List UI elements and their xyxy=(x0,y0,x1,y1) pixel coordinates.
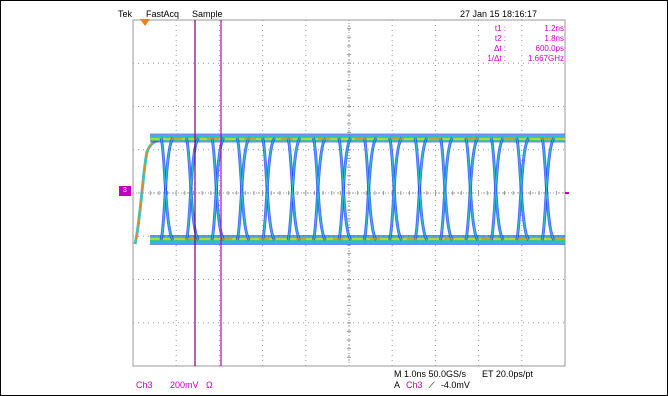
eye-diagram-trace xyxy=(133,133,569,245)
cursor-t2-value: 1.8ns xyxy=(544,34,564,43)
transition-rise-core xyxy=(516,137,530,241)
transition-rise-core xyxy=(160,137,174,241)
cursor-t1-value: 1.2ns xyxy=(544,24,564,33)
trigger-source: Ch3 xyxy=(406,380,423,390)
transition-rise-core xyxy=(185,137,199,241)
transition-rise-core xyxy=(465,137,479,241)
transition-rise-core xyxy=(439,137,453,241)
cursor-row-t2: t2 : 1.8ns xyxy=(472,34,564,44)
transition-rise-core xyxy=(389,137,403,241)
cursor-row-freq: 1/Δt : 1.667GHz xyxy=(472,54,564,64)
channel-scale[interactable]: 200mV xyxy=(170,380,199,390)
transition-rise-core xyxy=(490,137,504,241)
time-cursors[interactable] xyxy=(194,20,222,366)
trigger-readout[interactable]: A Ch3 ⟋ -4.0mV xyxy=(394,380,470,391)
trigger-position-marker[interactable] xyxy=(140,19,150,26)
transition-rise-core xyxy=(363,137,377,241)
cursor-readout: t1 : 1.2ns t2 : 1.8ns Δt : 600.0ps 1/Δt … xyxy=(472,24,564,64)
cursor-delta-value: 600.0ps xyxy=(535,44,564,53)
cursor-t2-label: t2 : xyxy=(494,34,506,43)
cursor-freq-label: 1/Δt : xyxy=(487,54,506,63)
brand-label: Tek xyxy=(118,9,133,19)
cursor-row-t1: t1 : 1.2ns xyxy=(472,24,564,34)
rising-edge-trace xyxy=(133,138,160,245)
trigger-slope-icon: ⟋ xyxy=(428,380,435,390)
ch3-ground-marker[interactable]: 3 xyxy=(119,186,131,196)
sample-mode-label: Sample xyxy=(192,9,223,19)
channel-coupling: Ω xyxy=(206,380,213,390)
transition-rise-core xyxy=(236,137,250,241)
timebase-readout[interactable]: M 1.0ns 50.0GS/s xyxy=(394,369,467,379)
transition-rise-core xyxy=(414,137,428,241)
transition-rise-core xyxy=(312,137,326,241)
trigger-prefix: A xyxy=(394,380,401,390)
ch3-marker-label: 3 xyxy=(123,187,127,194)
graticule xyxy=(132,19,566,367)
cursor-freq-value: 1.667GHz xyxy=(527,54,564,63)
cursor-t1-label: t1 : xyxy=(494,24,506,33)
cursor-row-delta: Δt : 600.0ps xyxy=(472,44,564,54)
channel-name[interactable]: Ch3 xyxy=(136,380,153,390)
et-readout: ET 20.0ps/pt xyxy=(482,369,533,379)
acq-mode-label: FastAcq xyxy=(146,9,180,19)
transition-rise-core xyxy=(287,137,301,241)
trigger-level: -4.0mV xyxy=(440,380,470,390)
cursor-delta-label: Δt : xyxy=(493,44,506,53)
transition-rise-core xyxy=(262,137,276,241)
transition-rise-core xyxy=(541,137,555,241)
datetime-label: 27 Jan 15 18:16:17 xyxy=(460,9,538,19)
transition-rise-core xyxy=(338,137,352,241)
